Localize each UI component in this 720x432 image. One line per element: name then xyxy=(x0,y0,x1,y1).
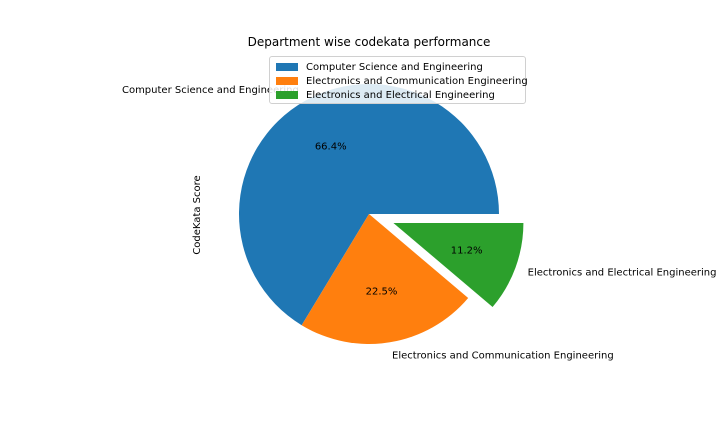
pct-label-eee: 11.2% xyxy=(451,245,483,256)
legend-label-eee: Electronics and Electrical Engineering xyxy=(306,89,495,101)
legend: Computer Science and Engineering Electro… xyxy=(269,56,528,104)
legend-entry-ece: Electronics and Communication Engineerin… xyxy=(276,74,528,88)
chart-title: Department wise codekata performance xyxy=(248,35,491,49)
category-label-cse: Computer Science and Engineering xyxy=(122,85,299,96)
legend-swatch-eee xyxy=(276,91,298,99)
category-label-ece: Electronics and Communication Engineerin… xyxy=(392,351,614,362)
legend-entry-cse: Computer Science and Engineering xyxy=(276,60,483,74)
legend-entry-eee: Electronics and Electrical Engineering xyxy=(276,88,495,102)
legend-label-cse: Computer Science and Engineering xyxy=(306,61,483,73)
y-axis-label: CodeKata Score xyxy=(192,175,203,254)
legend-label-ece: Electronics and Communication Engineerin… xyxy=(306,75,528,87)
pie-slice-cse xyxy=(239,84,499,326)
legend-swatch-ece xyxy=(276,77,298,85)
pct-label-cse: 66.4% xyxy=(315,142,347,153)
pie-slice-ece xyxy=(301,214,469,344)
category-label-eee: Electronics and Electrical Engineering xyxy=(528,268,717,279)
pct-label-ece: 22.5% xyxy=(366,286,398,297)
pie-slice-eee xyxy=(393,222,524,307)
legend-swatch-cse xyxy=(276,63,298,71)
